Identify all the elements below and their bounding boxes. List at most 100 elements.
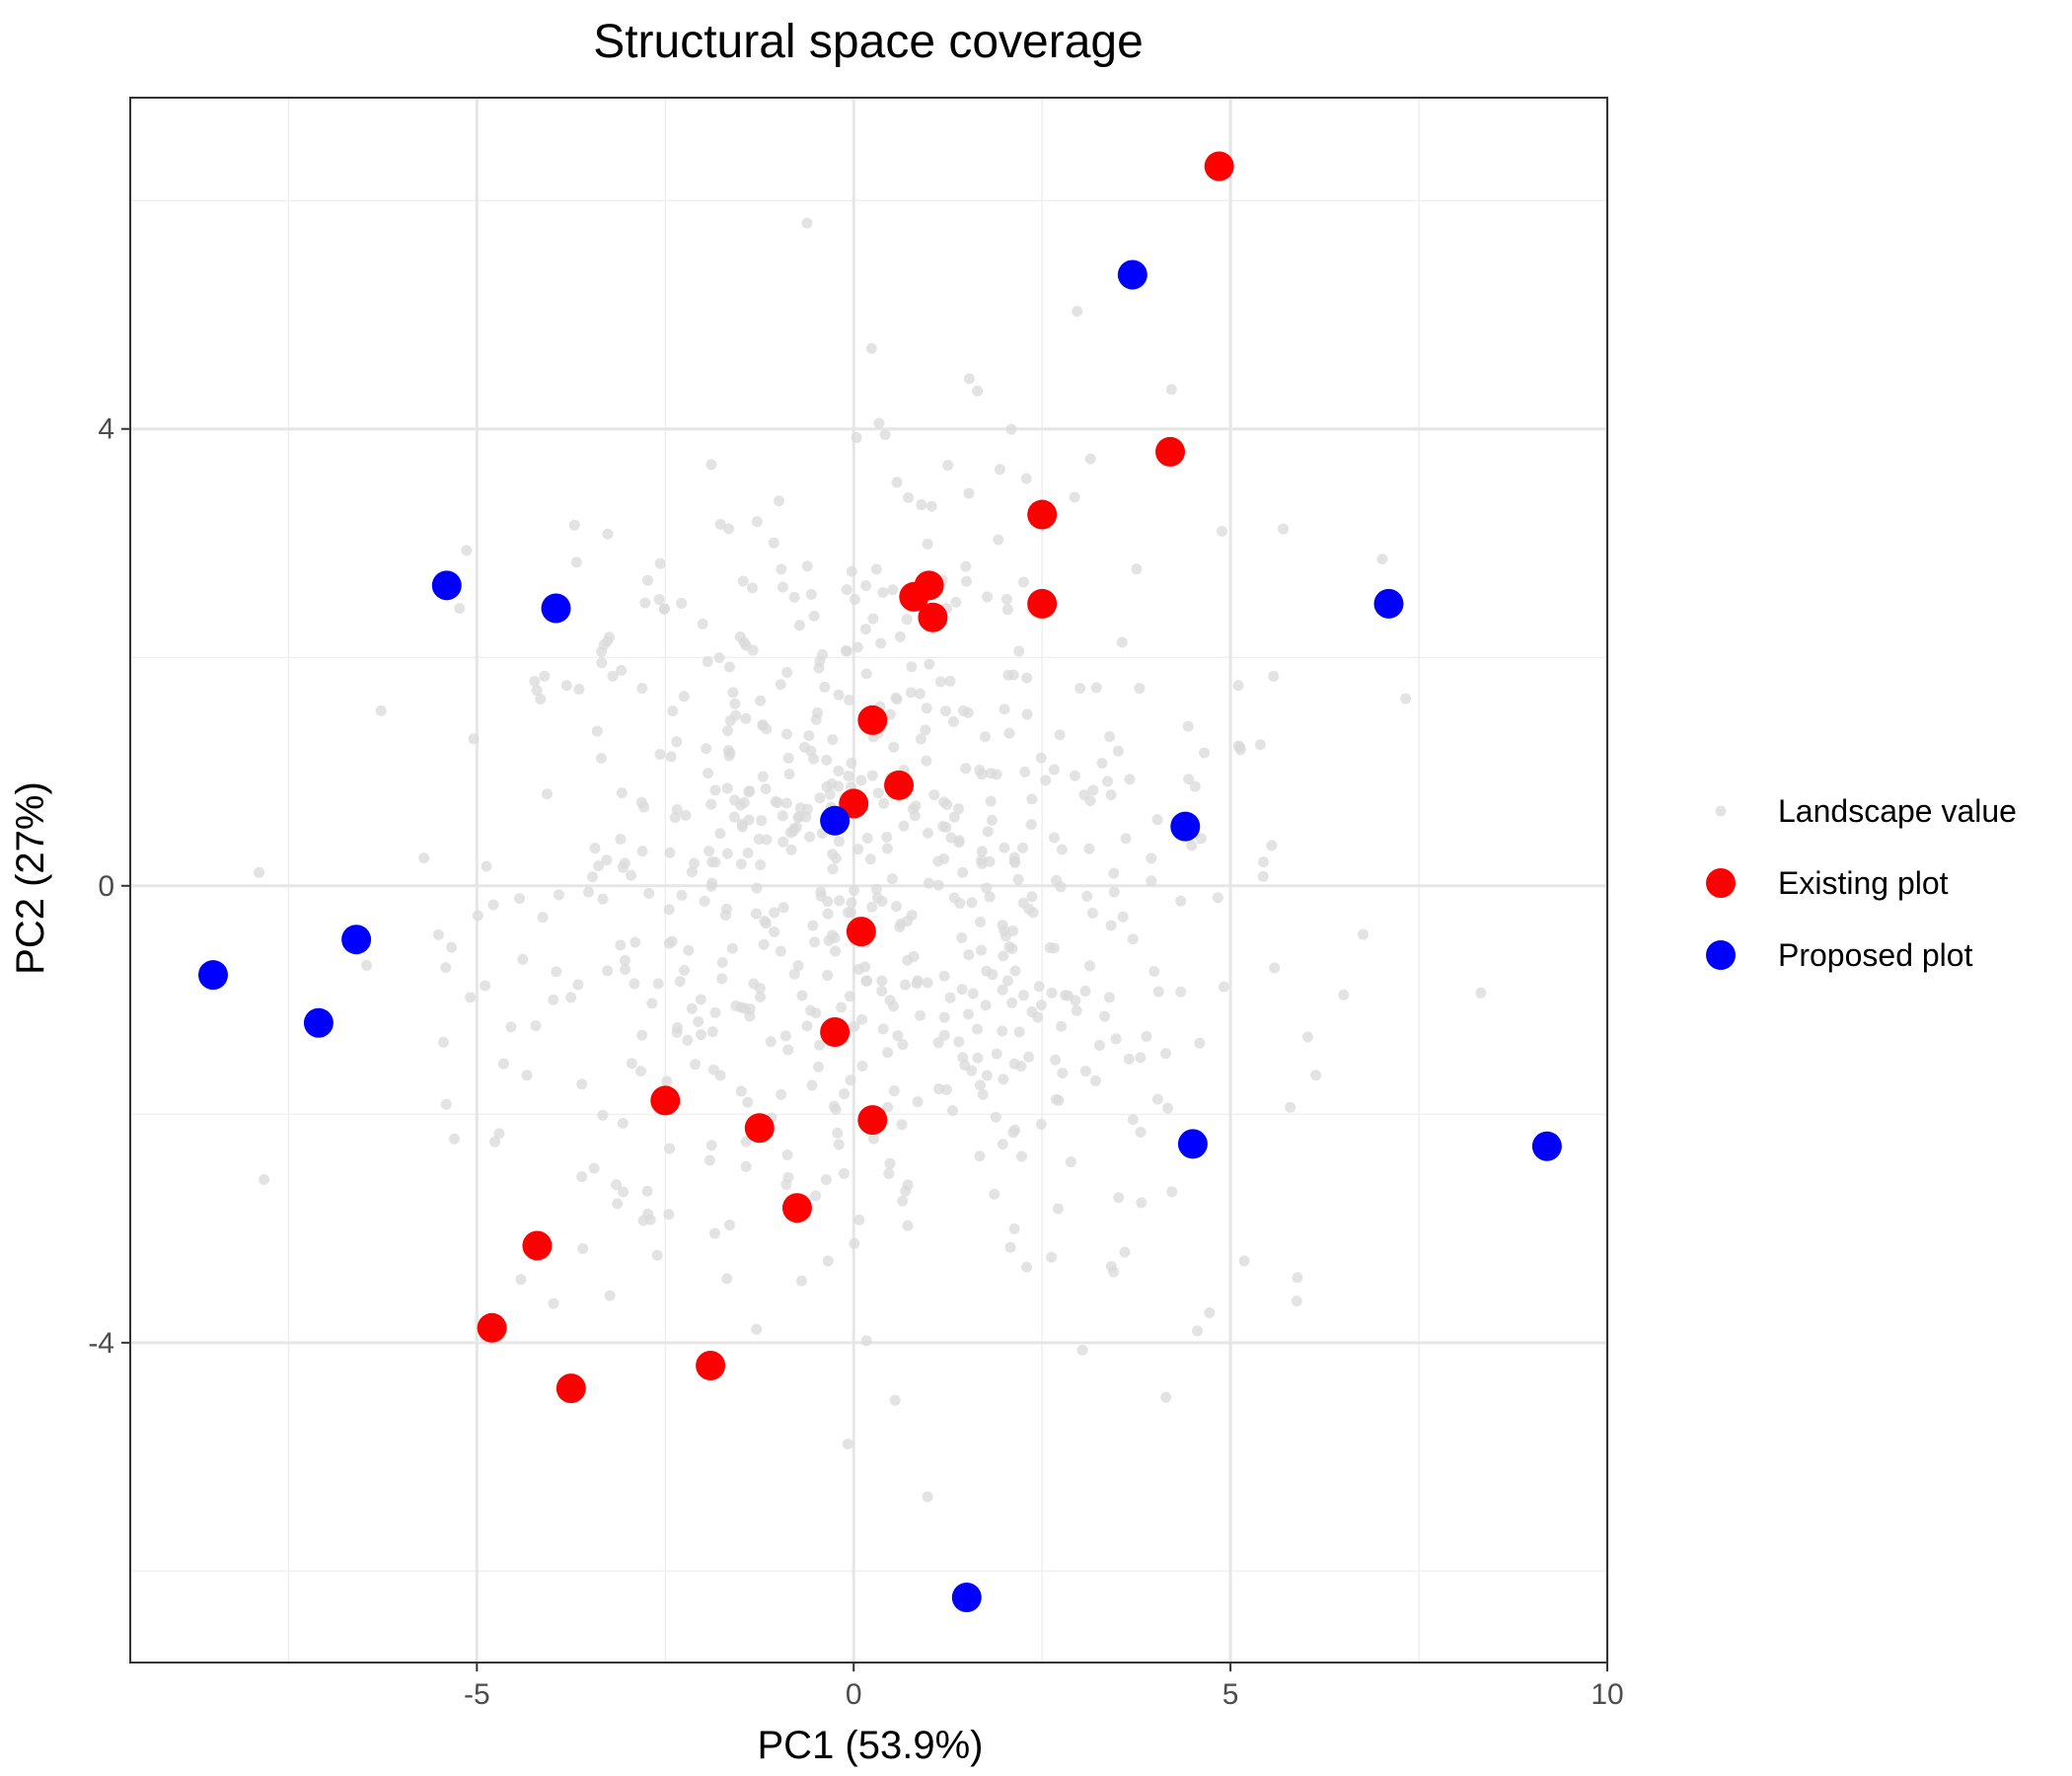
- landscape-point: [1027, 907, 1039, 919]
- landscape-point: [709, 1006, 721, 1018]
- landscape-point: [1151, 814, 1163, 826]
- landscape-point: [864, 853, 876, 865]
- landscape-point: [870, 883, 882, 895]
- x-axis-title: PC1 (53.9%): [758, 1724, 984, 1767]
- landscape-point: [738, 636, 750, 648]
- landscape-point: [1040, 775, 1052, 786]
- landscape-point: [588, 1162, 600, 1174]
- landscape-point: [1194, 1037, 1206, 1049]
- landscape-point: [747, 582, 759, 594]
- landscape-point: [702, 656, 713, 668]
- landscape-point: [750, 908, 762, 920]
- landscape-point: [853, 1214, 865, 1225]
- landscape-point: [663, 904, 675, 916]
- landscape-point: [693, 1015, 704, 1027]
- landscape-point: [875, 637, 887, 649]
- landscape-point: [861, 833, 873, 845]
- landscape-point: [706, 1026, 718, 1038]
- landscape-point: [487, 899, 499, 911]
- legend-label: Existing plot: [1778, 865, 1949, 901]
- landscape-point: [1232, 740, 1244, 752]
- landscape-point: [1057, 1068, 1069, 1079]
- landscape-point: [843, 771, 854, 782]
- proposed-plot-point: [1170, 811, 1201, 842]
- landscape-point: [576, 1171, 588, 1183]
- landscape-point: [737, 821, 749, 833]
- landscape-point: [1074, 683, 1086, 695]
- landscape-point: [1120, 833, 1132, 845]
- landscape-point: [756, 815, 768, 827]
- landscape-point: [808, 610, 820, 622]
- landscape-point: [1108, 886, 1120, 898]
- landscape-point: [1021, 1261, 1033, 1273]
- landscape-point: [842, 1438, 853, 1449]
- landscape-point: [901, 614, 913, 626]
- landscape-point: [860, 975, 872, 987]
- series-existing-plot: [477, 151, 1234, 1404]
- landscape-point: [597, 893, 609, 905]
- landscape-point: [742, 847, 754, 858]
- landscape-point: [651, 1249, 663, 1261]
- data-layer: [198, 151, 1562, 1613]
- landscape-point: [742, 1096, 754, 1108]
- landscape-point: [906, 909, 918, 921]
- landscape-point: [765, 1036, 777, 1048]
- landscape-point: [1232, 680, 1244, 692]
- y-tick-label: -4: [88, 1327, 114, 1360]
- landscape-point: [709, 1227, 721, 1239]
- landscape-point: [849, 1020, 860, 1032]
- landscape-point: [1204, 1306, 1216, 1318]
- landscape-point: [636, 846, 648, 857]
- landscape-point: [782, 752, 794, 764]
- landscape-point: [1006, 997, 1018, 1008]
- landscape-point: [999, 925, 1010, 936]
- landscape-point: [537, 912, 549, 924]
- landscape-point: [872, 787, 884, 799]
- proposed-plot-point: [1177, 1129, 1208, 1159]
- landscape-point: [1105, 920, 1117, 931]
- landscape-point: [892, 1030, 904, 1042]
- landscape-point: [1292, 1272, 1303, 1284]
- landscape-point: [615, 939, 627, 951]
- existing-plot-point: [1027, 588, 1058, 619]
- landscape-point: [1016, 1150, 1028, 1162]
- landscape-point: [593, 860, 605, 872]
- landscape-point: [641, 574, 653, 586]
- landscape-point: [976, 769, 988, 780]
- landscape-point: [551, 966, 562, 978]
- landscape-point: [641, 1185, 653, 1197]
- landscape-point: [832, 1127, 844, 1139]
- landscape-point: [933, 1083, 945, 1095]
- landscape-point: [912, 1096, 924, 1108]
- landscape-point: [757, 771, 769, 782]
- landscape-point: [1165, 384, 1177, 396]
- landscape-point: [1008, 855, 1020, 867]
- existing-plot-point: [820, 1016, 851, 1047]
- landscape-point: [740, 1136, 752, 1147]
- landscape-point: [915, 733, 926, 745]
- proposed-plot-point: [198, 960, 229, 991]
- landscape-point: [834, 895, 846, 907]
- landscape-point: [740, 712, 752, 724]
- landscape-point: [851, 641, 863, 653]
- landscape-point: [1012, 873, 1024, 885]
- landscape-point: [738, 796, 750, 808]
- landscape-point: [1017, 990, 1029, 1001]
- landscape-point: [1376, 554, 1388, 565]
- landscape-point: [1104, 992, 1116, 1003]
- landscape-point: [696, 1029, 707, 1041]
- landscape-point: [1160, 1391, 1172, 1403]
- landscape-point: [906, 661, 918, 673]
- landscape-point: [944, 675, 956, 687]
- landscape-point: [671, 804, 683, 816]
- landscape-point: [956, 932, 968, 944]
- landscape-point: [714, 828, 726, 840]
- landscape-point: [839, 1088, 851, 1100]
- landscape-point: [960, 560, 972, 572]
- landscape-point: [695, 994, 706, 1005]
- landscape-point: [944, 992, 956, 1003]
- landscape-point: [938, 1029, 950, 1041]
- legend-item-proposed-plot: Proposed plot: [1706, 937, 1973, 973]
- legend-item-existing-plot: Existing plot: [1706, 865, 1949, 901]
- landscape-point: [1002, 669, 1014, 681]
